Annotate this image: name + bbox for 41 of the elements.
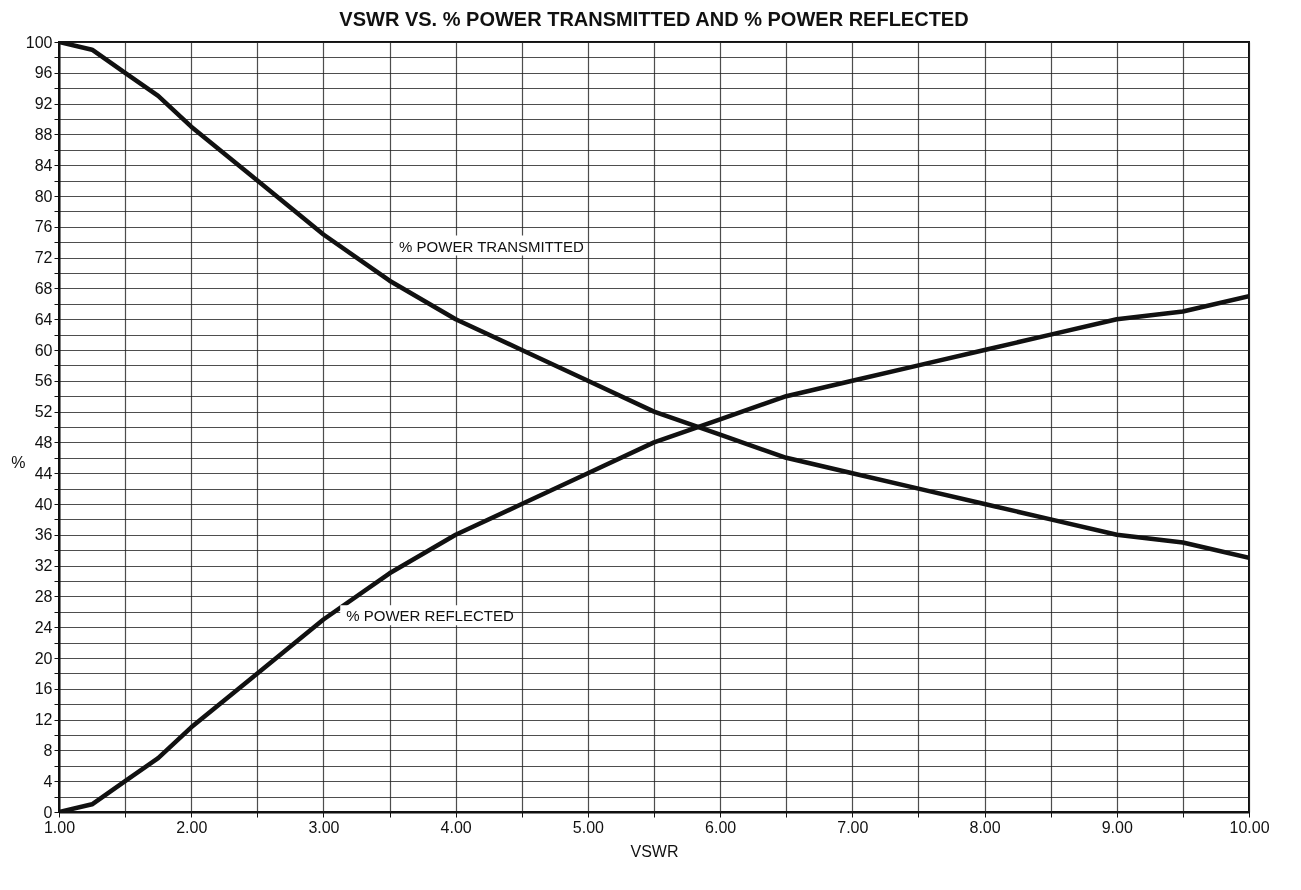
y-tick-label: 32: [34, 557, 53, 575]
y-tick-label: 100: [25, 33, 53, 51]
y-tick-label: 96: [34, 64, 53, 82]
y-tick-label: 8: [43, 741, 53, 759]
y-tick-label: 20: [34, 649, 53, 667]
y-tick-label: 84: [34, 156, 53, 174]
y-tick-label: 64: [34, 310, 53, 328]
x-tick-label: 6.00: [705, 818, 737, 836]
y-tick-label: 4: [43, 772, 53, 790]
x-tick-label: 7.00: [837, 818, 869, 836]
x-tick-label: 9.00: [1101, 818, 1133, 836]
y-tick-label: 56: [34, 372, 53, 390]
y-tick-label: 28: [34, 587, 53, 605]
chart-title: VSWR VS. % POWER TRANSMITTED AND % POWER REFLECTED: [339, 8, 969, 30]
x-tick-label: 3.00: [308, 818, 340, 836]
y-tick-label: 72: [34, 249, 53, 267]
x-tick-label: 8.00: [969, 818, 1001, 836]
x-tick-label: 5.00: [572, 818, 605, 836]
y-tick-label: 36: [34, 526, 53, 544]
y-tick-label: 92: [34, 95, 53, 113]
y-axis-title: %: [11, 453, 26, 471]
x-tick-label: 2.00: [176, 818, 208, 836]
y-tick-label: 44: [34, 464, 53, 482]
y-tick-label: 52: [34, 403, 53, 421]
y-tick-label: 24: [34, 618, 53, 636]
y-tick-label: 80: [34, 187, 53, 205]
x-tick-label: 10.00: [1229, 818, 1270, 836]
y-tick-label: 68: [34, 279, 53, 297]
y-tick-label: 76: [34, 218, 53, 236]
y-tick-label: 88: [34, 125, 53, 143]
annotation: % POWER REFLECTED: [346, 607, 514, 625]
y-tick-label: 60: [34, 341, 53, 359]
x-axis-title: VSWR: [630, 842, 679, 860]
annotation: % POWER TRANSMITTED: [399, 237, 585, 255]
y-tick-label: 48: [34, 433, 53, 451]
y-tick-label: 12: [34, 711, 53, 729]
y-tick-label: 40: [34, 495, 53, 513]
y-tick-label: 16: [34, 680, 53, 698]
x-tick-label: 4.00: [440, 818, 472, 836]
x-tick-label: 1.00: [43, 818, 76, 836]
y-tick-label: 0: [43, 803, 53, 821]
